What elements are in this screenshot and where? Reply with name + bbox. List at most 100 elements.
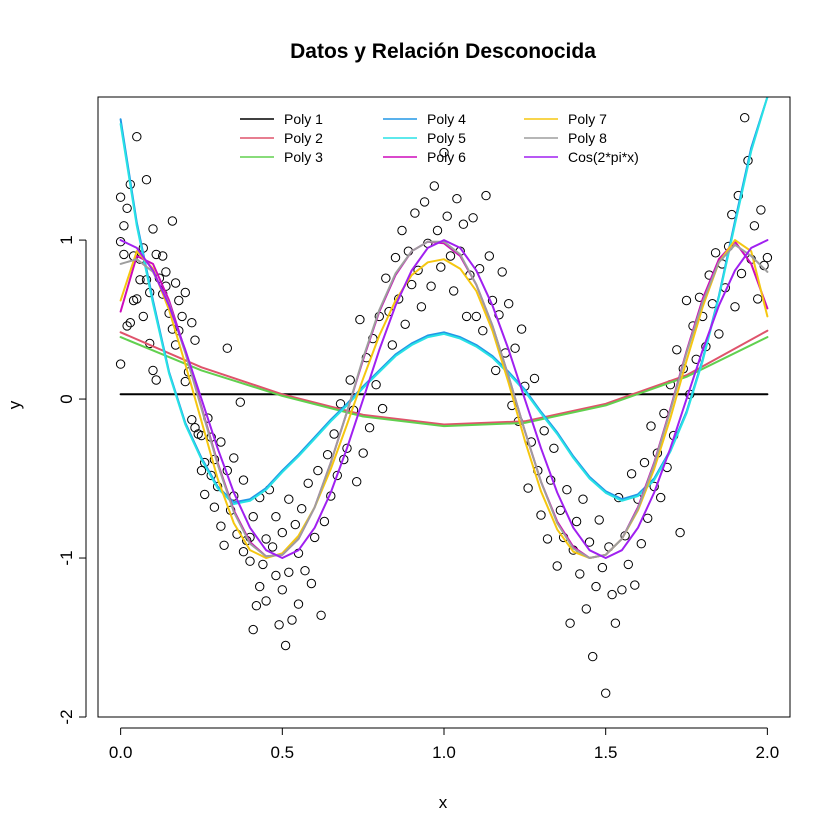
scatter-point: [216, 437, 226, 447]
scatter-point: [710, 248, 721, 258]
scatter-point: [607, 589, 617, 600]
scatter-point: [445, 251, 456, 261]
scatter-point: [258, 559, 268, 570]
scatter-point: [255, 581, 265, 592]
scatter-point: [504, 299, 514, 309]
scatter-point: [119, 249, 129, 260]
scatter-point: [335, 399, 346, 409]
scatter-point: [552, 561, 562, 571]
scatter-point: [727, 209, 737, 220]
scatter-point: [656, 492, 666, 503]
scatter-point: [601, 688, 611, 698]
scatter-point: [322, 450, 333, 460]
scatter-point: [439, 147, 449, 158]
scatter-point: [174, 295, 184, 306]
scatter-point: [377, 403, 388, 414]
scatter-point: [303, 478, 313, 488]
scatter-point: [316, 610, 326, 620]
scatter-point: [681, 295, 692, 306]
scatter-point: [248, 624, 258, 635]
scatter-point: [151, 249, 161, 260]
scatter-point: [200, 489, 210, 500]
scatter-point: [229, 453, 239, 463]
scatter-point: [594, 515, 604, 525]
scatter-point: [245, 556, 255, 566]
x-tick-label: 0.5: [270, 743, 294, 762]
scatter-point: [497, 267, 507, 277]
scatter-point: [313, 465, 323, 476]
scatter-point: [407, 279, 417, 290]
scatter-point: [442, 211, 452, 221]
scatter-point: [646, 421, 656, 431]
scatter-point: [148, 224, 158, 234]
scatter-point: [271, 512, 281, 522]
scatter-point: [526, 437, 536, 447]
scatter-point: [449, 286, 459, 296]
scatter-point: [740, 113, 750, 123]
legend-label: Poly 3: [284, 149, 323, 165]
scatter-point: [277, 527, 287, 538]
scatter-point: [597, 562, 608, 573]
scatter-point: [342, 443, 352, 453]
scatter-point: [413, 265, 423, 275]
series-line-7: [119, 239, 769, 559]
scatter-point: [355, 314, 365, 325]
series-line-9: [119, 239, 769, 559]
y-tick-label: -1: [57, 550, 76, 565]
scatter-point: [491, 365, 501, 376]
scatter-point: [280, 640, 291, 651]
y-tick-label: 0: [57, 394, 76, 403]
scatter-point: [416, 302, 427, 312]
scatter-point: [468, 213, 478, 223]
y-axis-label: y: [5, 400, 24, 409]
scatter-point: [125, 318, 136, 328]
scatter-point: [190, 335, 200, 345]
scatter-point: [730, 302, 740, 312]
scatter-point: [206, 470, 216, 481]
scatter-point: [714, 329, 724, 339]
legend-label: Cos(2*pi*x): [568, 149, 639, 165]
scatter-point: [753, 294, 763, 304]
legend-label: Poly 5: [427, 130, 466, 146]
scatter-point: [161, 267, 171, 277]
scatter-point: [138, 311, 149, 322]
scatter-point: [297, 504, 307, 514]
scatter-point: [119, 221, 129, 231]
scatter-point: [419, 197, 430, 207]
scatter-point: [461, 311, 472, 322]
scatter-point: [575, 569, 585, 579]
scatter-point: [672, 345, 682, 355]
scatter-point: [319, 516, 330, 527]
scatter-point: [626, 469, 637, 479]
scatter-point: [623, 559, 633, 570]
scatter-point: [591, 581, 601, 592]
legend-label: Poly 4: [427, 111, 466, 127]
axes: 0.0 0.5 1.0 1.5 2.0 -2 -1 0 1: [57, 235, 779, 762]
scatter-point: [284, 567, 294, 577]
legend-label: Poly 2: [284, 130, 323, 146]
scatter-point: [135, 275, 145, 285]
scatter-point: [196, 465, 207, 476]
scatter-point: [400, 319, 410, 329]
series-line-3: [119, 336, 769, 428]
x-axis-label: x: [439, 793, 448, 812]
legend-label: Poly 1: [284, 111, 323, 127]
scatter-point: [581, 604, 591, 614]
scatter-point: [187, 415, 197, 425]
scatter-point: [432, 225, 443, 236]
scatter-point: [141, 175, 152, 185]
scatter-point: [345, 375, 355, 385]
scatter-point: [458, 219, 469, 229]
scatter-point: [148, 365, 158, 376]
scatter-point: [471, 311, 481, 322]
scatter-point: [271, 570, 281, 581]
scatter-point: [122, 203, 132, 214]
scatter-point: [630, 580, 640, 590]
scatter-point: [756, 205, 766, 215]
legend-label: Poly 6: [427, 149, 466, 165]
scatter-point: [132, 294, 142, 304]
scatter-point: [290, 519, 300, 530]
plot-frame: [97, 96, 791, 718]
scatter-point: [122, 321, 132, 331]
